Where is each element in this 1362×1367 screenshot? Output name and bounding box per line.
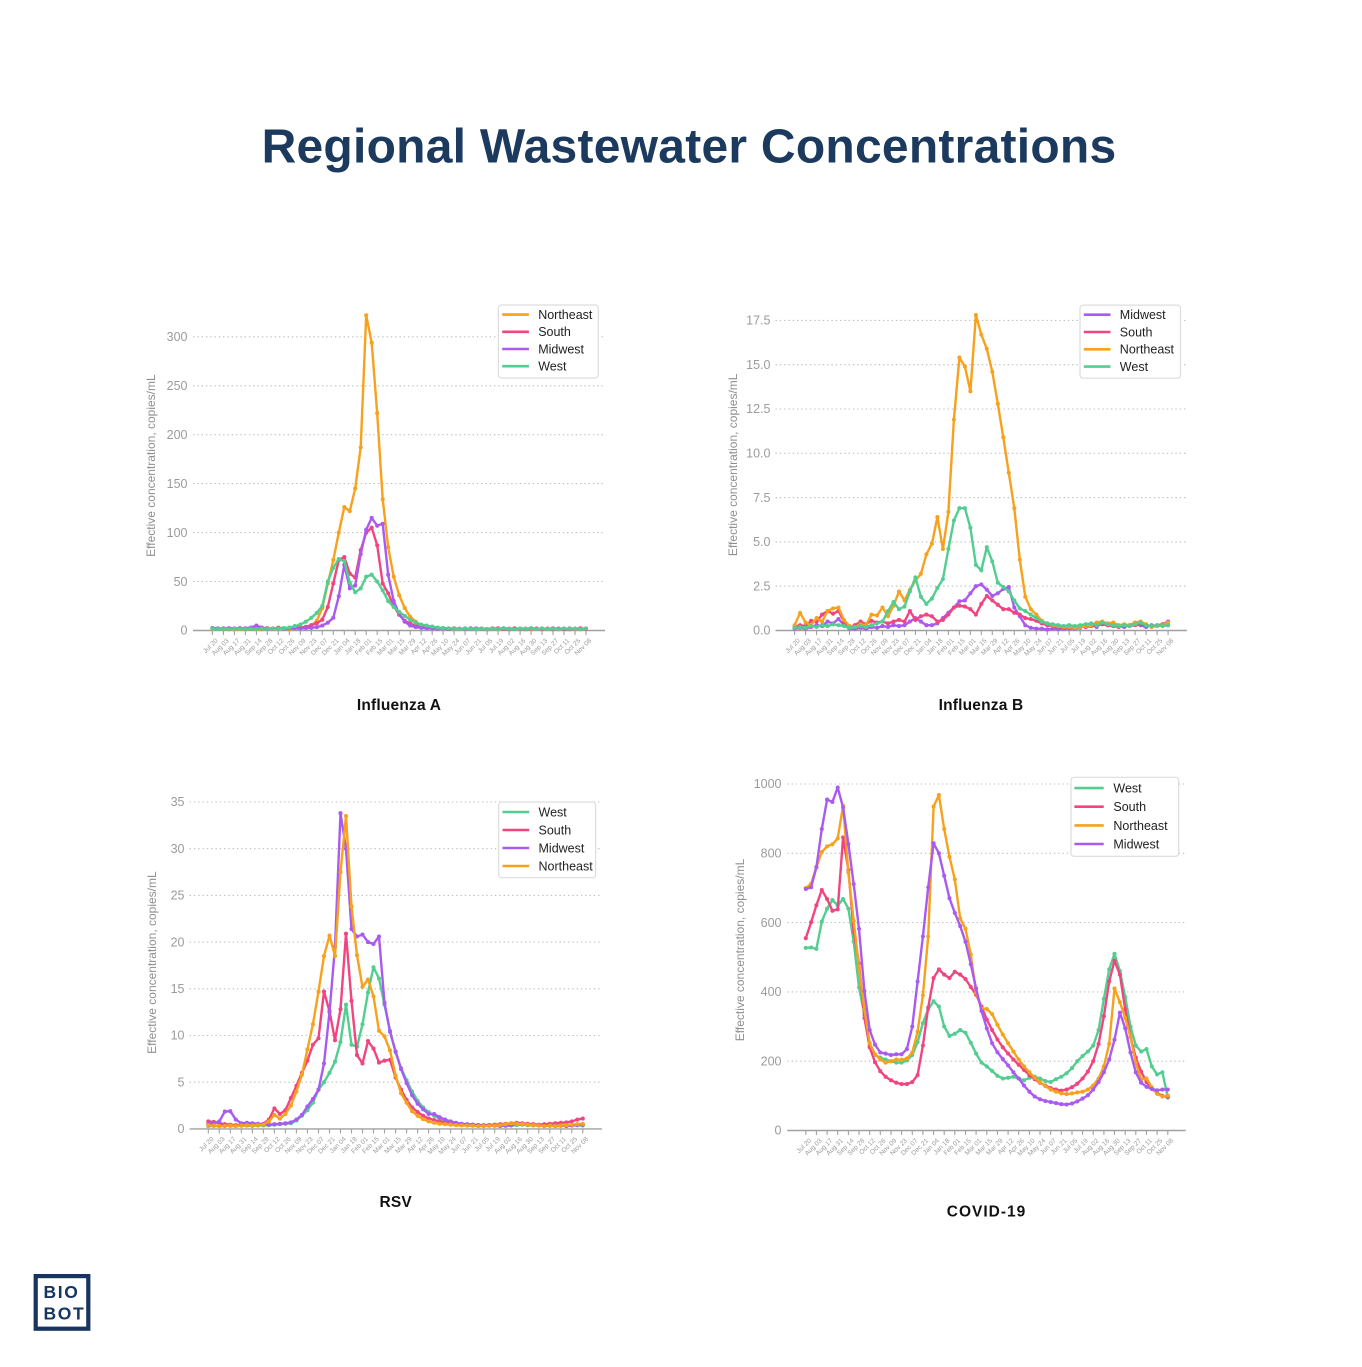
svg-text:Northeast: Northeast: [1120, 343, 1175, 357]
svg-text:Influenza B: Influenza B: [939, 697, 1024, 714]
svg-text:Midwest: Midwest: [538, 342, 584, 356]
svg-text:10: 10: [171, 1029, 185, 1043]
svg-text:0: 0: [181, 624, 188, 638]
svg-text:South: South: [538, 325, 571, 339]
svg-text:0.0: 0.0: [753, 624, 770, 638]
svg-text:30: 30: [171, 842, 185, 856]
svg-text:2.5: 2.5: [753, 579, 770, 593]
svg-text:400: 400: [761, 985, 782, 999]
svg-text:BOT: BOT: [44, 1304, 86, 1324]
svg-text:0: 0: [178, 1122, 185, 1136]
svg-text:150: 150: [167, 477, 188, 491]
svg-text:800: 800: [761, 847, 782, 861]
svg-text:250: 250: [167, 379, 188, 393]
svg-text:15.0: 15.0: [746, 358, 770, 372]
svg-text:200: 200: [167, 428, 188, 442]
svg-text:7.5: 7.5: [753, 491, 770, 505]
svg-text:West: West: [538, 360, 567, 374]
svg-text:South: South: [539, 823, 572, 837]
svg-text:600: 600: [761, 916, 782, 930]
svg-text:RSV: RSV: [379, 1194, 412, 1211]
svg-text:50: 50: [174, 575, 188, 589]
svg-text:Effective concentration, copie: Effective concentration, copies/mL: [733, 858, 747, 1041]
svg-text:Northeast: Northeast: [539, 859, 594, 873]
svg-text:West: West: [1113, 782, 1142, 796]
svg-text:35: 35: [171, 795, 185, 809]
svg-text:Regional Wastewater Concentrat: Regional Wastewater Concentrations: [262, 121, 1117, 174]
svg-text:Effective concentration, copie: Effective concentration, copies/mL: [145, 871, 159, 1054]
svg-text:Northeast: Northeast: [1113, 819, 1168, 833]
svg-text:Effective concentration, copie: Effective concentration, copies/mL: [144, 374, 158, 557]
svg-text:15: 15: [171, 982, 185, 996]
svg-text:Midwest: Midwest: [1120, 308, 1166, 322]
svg-text:Effective concentration, copie: Effective concentration, copies/mL: [726, 373, 740, 556]
svg-text:12.5: 12.5: [746, 402, 770, 416]
svg-text:South: South: [1120, 325, 1153, 339]
svg-text:Influenza A: Influenza A: [357, 697, 441, 714]
svg-text:BIO: BIO: [44, 1282, 80, 1302]
svg-text:17.5: 17.5: [746, 314, 770, 328]
svg-text:200: 200: [761, 1054, 782, 1068]
svg-text:Midwest: Midwest: [1113, 837, 1159, 851]
svg-text:Northeast: Northeast: [538, 308, 593, 322]
svg-text:100: 100: [167, 526, 188, 540]
svg-text:5: 5: [178, 1075, 185, 1089]
svg-text:West: West: [1120, 360, 1149, 374]
svg-text:20: 20: [171, 935, 185, 949]
svg-text:Midwest: Midwest: [539, 841, 585, 855]
svg-text:5.0: 5.0: [753, 535, 770, 549]
svg-text:300: 300: [167, 330, 188, 344]
svg-text:West: West: [539, 805, 568, 819]
svg-text:10.0: 10.0: [746, 447, 770, 461]
svg-text:COVID-19: COVID-19: [947, 1204, 1027, 1221]
svg-text:0: 0: [775, 1124, 782, 1138]
svg-text:1000: 1000: [754, 777, 782, 791]
svg-text:25: 25: [171, 889, 185, 903]
svg-text:South: South: [1113, 800, 1146, 814]
